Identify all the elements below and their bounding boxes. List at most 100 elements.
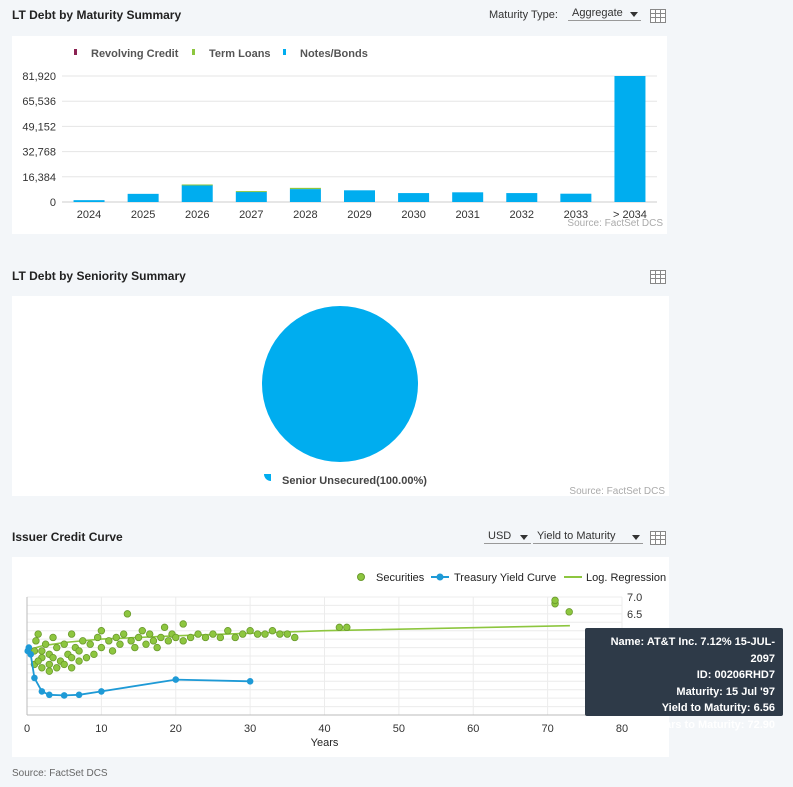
pie-legend-label: Senior Unsecured(100.00%) <box>282 475 427 487</box>
x-tick-label: 2031 <box>455 209 479 221</box>
security-point <box>153 643 161 652</box>
x-tick-label: 2032 <box>510 209 534 221</box>
security-point <box>164 637 173 645</box>
chevron-down-icon <box>520 535 528 540</box>
security-point <box>97 643 106 652</box>
x-tick-label: 2026 <box>185 209 209 221</box>
security-point <box>343 623 351 632</box>
maturity-type-label: Maturity Type: <box>489 9 558 21</box>
legend-marker <box>264 474 271 481</box>
pie-slice <box>262 306 418 462</box>
security-point <box>149 637 158 645</box>
security-point <box>123 610 132 618</box>
security-point <box>291 633 299 642</box>
security-point <box>32 637 40 645</box>
treasury-point <box>98 688 105 695</box>
security-point <box>53 664 61 672</box>
tooltip-id: ID: 00206RHD7 <box>696 669 775 681</box>
bar <box>73 200 105 202</box>
maturity-source: Source: FactSet DCS <box>567 218 663 229</box>
measure-value: Yield to Maturity <box>537 530 616 542</box>
treasury-point <box>46 691 53 699</box>
treasury-point <box>246 677 254 685</box>
security-point <box>209 630 217 638</box>
y-tick-label: 7.0 <box>627 592 642 604</box>
legend-label-regression: Log. Regression <box>586 572 666 584</box>
maturity-type-select[interactable]: Aggregate <box>568 7 641 21</box>
security-point <box>67 630 76 638</box>
table-view-icon[interactable] <box>650 531 666 545</box>
tooltip-years: Years to Maturity: 72.90 <box>652 718 775 731</box>
x-tick-label: 50 <box>393 723 405 735</box>
security-point <box>119 630 128 638</box>
security-point <box>116 640 124 648</box>
legend-label-0: Revolving Credit <box>91 48 179 60</box>
curve-chart-panel: Securities Treasury Yield Curve Log. Regre… <box>12 557 669 757</box>
security-point <box>224 627 232 635</box>
x-tick-label: 2024 <box>77 209 101 221</box>
x-tick-label: 2025 <box>131 209 155 221</box>
x-tick-label: 0 <box>24 723 30 735</box>
x-tick-label: 2029 <box>347 209 371 221</box>
security-point <box>276 630 284 638</box>
security-point <box>49 633 57 642</box>
seniority-title: LT Debt by Seniority Summary <box>12 269 186 283</box>
security-point <box>75 657 83 665</box>
bar <box>235 192 267 202</box>
security-point <box>238 630 247 638</box>
bar <box>235 191 267 193</box>
table-view-icon[interactable] <box>650 9 666 23</box>
legend-label-1: Term Loans <box>209 48 271 60</box>
seniority-pie-chart: Senior Unsecured(100.00%) <box>262 306 427 487</box>
security-point <box>41 640 50 648</box>
y-tick-label: 0 <box>50 197 56 209</box>
currency-select[interactable]: USD <box>484 530 531 544</box>
bar <box>452 192 484 202</box>
table-view-icon[interactable] <box>650 270 666 284</box>
security-point <box>551 596 559 605</box>
legend-marker-2 <box>283 49 286 55</box>
security-point <box>67 664 76 672</box>
legend-marker-securities <box>357 573 365 581</box>
security-point <box>75 647 83 655</box>
security-point <box>97 627 106 635</box>
security-point <box>142 640 150 648</box>
security-point <box>565 608 573 616</box>
maturity-type-value: Aggregate <box>572 7 623 19</box>
security-point <box>79 637 87 645</box>
treasury-point <box>38 688 46 695</box>
x-tick-label: > 2034 <box>613 209 647 221</box>
x-tick-label: 80 <box>616 723 628 735</box>
security-point <box>93 633 102 642</box>
x-tick-label: 60 <box>467 723 479 735</box>
security-point <box>38 647 46 655</box>
legend-label-2: Notes/Bonds <box>300 48 368 60</box>
bar <box>560 193 592 202</box>
maturity-chart-panel: Revolving Credit Term Loans Notes/Bonds 0 16… <box>12 36 667 234</box>
security-point <box>335 623 344 632</box>
x-tick-label: 40 <box>318 723 330 735</box>
security-point <box>90 650 98 659</box>
security-point <box>134 633 143 642</box>
x-tick-label: 2028 <box>293 209 317 221</box>
legend-marker-treasury <box>436 573 444 581</box>
security-point <box>253 630 262 638</box>
security-point <box>160 623 169 632</box>
curve-title: Issuer Credit Curve <box>12 530 123 544</box>
currency-value: USD <box>488 530 512 542</box>
measure-select[interactable]: Yield to Maturity <box>533 530 643 544</box>
security-point <box>246 627 254 635</box>
security-point <box>179 637 187 645</box>
security-point <box>60 660 68 669</box>
tooltip-name: Name: AT&T Inc. 7.12% 15-JUL-2097 <box>610 636 775 665</box>
y-tick-label: 81,920 <box>22 71 56 83</box>
seniority-chart-panel: Senior Unsecured(100.00%) Source: FactSe… <box>12 296 669 497</box>
x-tick-label: 10 <box>95 723 107 735</box>
y-tick-label: 32,768 <box>22 147 56 159</box>
legend-label-securities: Securities <box>376 572 425 584</box>
bar <box>289 187 321 190</box>
x-tick-label: 20 <box>170 723 182 735</box>
treasury-point <box>31 674 38 682</box>
chevron-down-icon <box>632 535 640 540</box>
security-point <box>53 643 61 652</box>
